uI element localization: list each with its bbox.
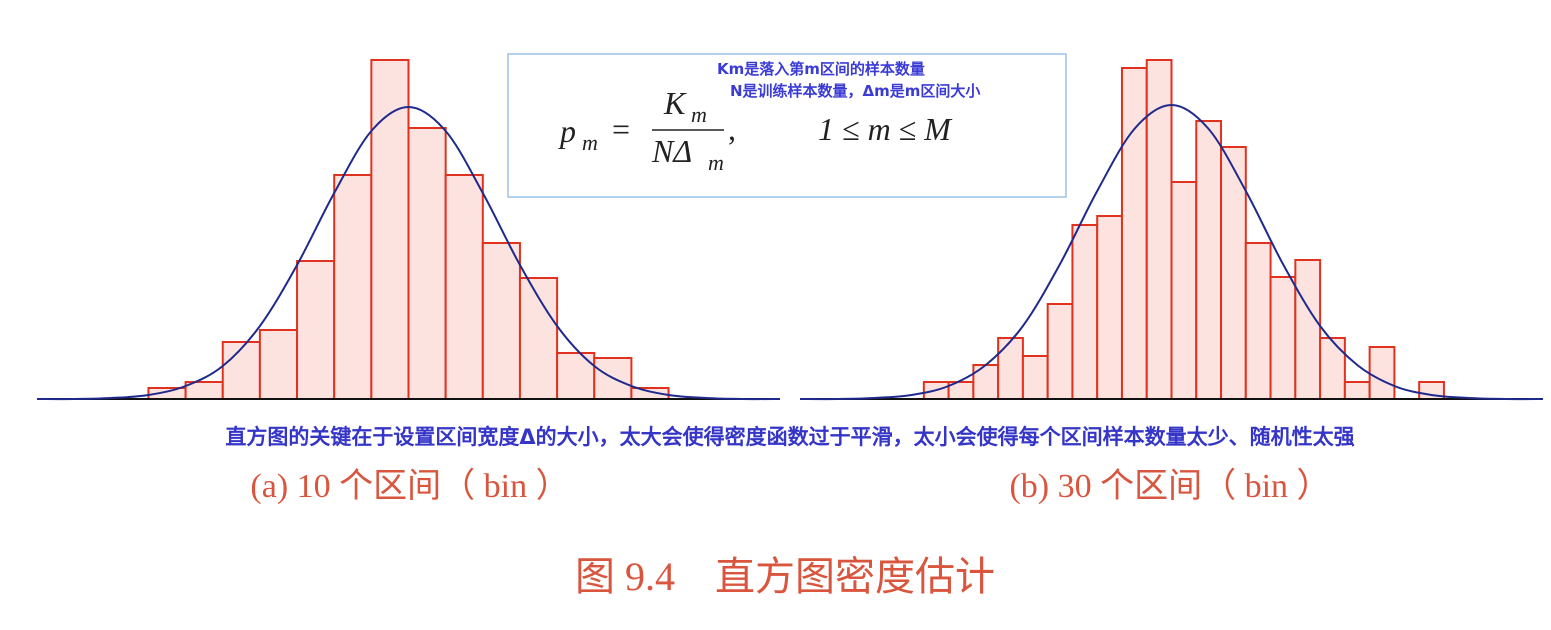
histogram: (a) 10 个区间（ bin ） [36,59,781,505]
figure-title: 图 9.4 直方图密度估计 [575,554,995,599]
bar [296,260,336,400]
bar [1145,59,1173,400]
bar [1195,120,1223,400]
bar [1170,181,1198,400]
formula-part: , [728,111,736,147]
formula-part: K [663,85,687,121]
formula-part: NΔ [651,133,692,169]
bar [556,352,596,400]
bar [1071,224,1099,400]
bar [481,242,521,400]
formula-box [507,53,1067,198]
bar [1244,242,1272,400]
caption: (b) 30 个区间（ bin ） [1009,467,1330,505]
bar [221,341,261,400]
bar [333,174,373,400]
formula: p m = K m NΔ m , 1 ≤ m ≤ M [558,85,953,175]
bar [1319,337,1346,400]
bar [1269,276,1297,400]
formula-part: m [582,130,598,155]
formula-part: m [708,150,724,175]
bar [407,127,447,400]
bar [1096,215,1123,400]
formula-part: = [612,111,630,147]
formula-note: N是训练样本数量，Δm是m区间大小 [730,82,980,100]
bar [1343,381,1371,400]
bar [1046,303,1074,400]
bar [1368,346,1396,400]
density-curve [799,103,1544,401]
formula-part: p [558,113,576,149]
bar [1021,355,1049,400]
bar [1294,259,1322,400]
histogram: (b) 30 个区间（ bin ） [799,59,1544,505]
bar [444,174,484,400]
bar [258,329,299,400]
caption: (a) 10 个区间（ bin ） [250,467,569,505]
bar [997,337,1024,400]
density-curve [36,105,781,401]
bar [972,364,1000,400]
formula-part: 1 ≤ m ≤ M [818,111,953,147]
bar [1120,67,1148,400]
note: 直方图的关键在于设置区间宽度Δ的大小，太大会使得密度函数过于平滑，太小会使得每个… [225,425,1354,449]
formula-note: Km是落入第m区间的样本数量 [717,60,925,78]
formula-part: m [691,102,707,127]
bar [370,59,410,400]
